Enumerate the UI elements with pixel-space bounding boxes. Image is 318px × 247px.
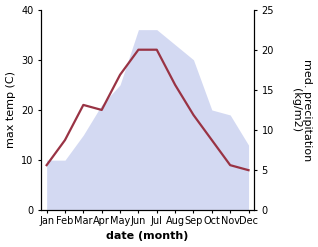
Y-axis label: med. precipitation
(kg/m2): med. precipitation (kg/m2) [291,59,313,161]
X-axis label: date (month): date (month) [107,231,189,242]
Y-axis label: max temp (C): max temp (C) [5,71,16,148]
